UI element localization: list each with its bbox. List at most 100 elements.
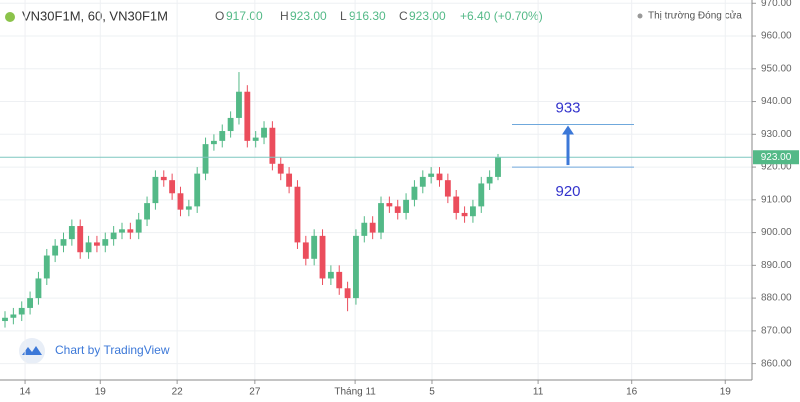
candle-body	[85, 242, 92, 253]
candle-body	[210, 140, 217, 145]
annotation-label: 920	[555, 183, 580, 200]
branding-text[interactable]: Chart by TradingView	[55, 343, 170, 357]
arrow-head	[562, 125, 574, 135]
ohlc-value: 923.00	[290, 9, 327, 23]
candle-body	[319, 235, 326, 279]
candle-body	[478, 183, 485, 207]
candle-body	[110, 232, 117, 240]
logo	[22, 346, 42, 355]
ohlc-value: 917.00	[226, 9, 263, 23]
y-tick-label: 950.00	[761, 63, 792, 74]
candle-body	[160, 176, 167, 181]
candle-body	[202, 144, 209, 174]
candle-body	[444, 180, 451, 197]
candle-body	[277, 163, 284, 174]
candle-body	[411, 186, 418, 200]
ohlc-label: O	[215, 9, 224, 23]
candle-body	[27, 298, 34, 308]
candle-body	[461, 212, 468, 217]
candle-body	[336, 271, 343, 289]
candle-body	[378, 203, 384, 233]
candle-body	[144, 203, 150, 220]
y-tick-label: 860.00	[761, 358, 792, 369]
candle-body	[327, 271, 334, 279]
candle-body	[135, 219, 142, 233]
candle-body	[194, 173, 201, 207]
candle-body	[453, 196, 460, 213]
candle-body	[236, 91, 242, 118]
candle-body	[68, 226, 75, 240]
candle-body	[94, 242, 100, 246]
candle-body	[119, 229, 125, 233]
candle-body	[102, 239, 109, 246]
candle-body	[227, 117, 234, 132]
candle-body	[361, 222, 368, 236]
y-tick-label: 870.00	[761, 326, 792, 337]
x-tick-label: 5	[429, 387, 435, 398]
x-tick-label: 11	[533, 387, 544, 398]
ohlc-label: L	[340, 9, 347, 23]
x-tick-label: 22	[172, 387, 184, 398]
y-tick-label: 930.00	[761, 129, 792, 140]
ohlc-value: 916.30	[349, 9, 386, 23]
candle-body	[403, 199, 410, 213]
y-tick-label: 970.00	[761, 0, 792, 9]
candle-body	[369, 222, 376, 233]
ohlc-value: 923.00	[409, 9, 446, 23]
candle-body	[470, 206, 476, 217]
x-tick-label: 19	[720, 387, 732, 398]
symbol-icon	[5, 12, 15, 22]
candle-body	[169, 180, 176, 194]
candle-body	[386, 203, 393, 207]
ohlc-label: H	[280, 9, 289, 23]
candle-body	[419, 176, 426, 187]
x-tick-label: Tháng 11	[334, 387, 376, 398]
status-dot	[637, 13, 643, 19]
logo-bg	[19, 338, 45, 364]
candle-body	[10, 314, 17, 318]
ohlc-label: C	[399, 9, 408, 23]
x-tick-label: 14	[20, 387, 32, 398]
candle-body	[52, 245, 59, 256]
candle-body	[77, 226, 84, 253]
x-tick-label: 19	[95, 387, 107, 398]
candle-body	[294, 186, 301, 243]
candle-body	[486, 176, 493, 184]
candle-body	[353, 235, 359, 299]
change: +6.40 (+0.70%)	[460, 9, 543, 23]
candle-body	[152, 176, 159, 204]
y-tick-label: 940.00	[761, 96, 792, 107]
x-tick-label: 16	[626, 387, 638, 398]
candle-body	[436, 173, 443, 181]
y-tick-label: 920.00	[761, 162, 792, 173]
candle-body	[269, 127, 276, 164]
candle-body	[60, 239, 67, 246]
candle-body	[2, 317, 8, 322]
candle-body	[127, 229, 134, 233]
x-tick-label: 27	[249, 387, 261, 398]
y-tick-label: 910.00	[761, 194, 792, 205]
candle-body	[495, 157, 501, 177]
market-status: Thị trường Đóng cửa	[648, 10, 742, 22]
candle-body	[185, 206, 192, 210]
candle-body	[35, 278, 42, 299]
candle-body	[428, 173, 435, 177]
candle-body	[18, 307, 25, 315]
annotation-label: 933	[555, 99, 580, 116]
candle-body	[261, 127, 267, 138]
candle-body	[43, 255, 50, 279]
header: VN30F1M, 60, VN30F1M O 917.00 H 923.00 L…	[5, 8, 742, 23]
candle-body	[177, 193, 184, 210]
symbol: VN30F1M, 60, VN30F1M	[22, 8, 168, 23]
candle-body	[219, 131, 226, 141]
candle-body	[302, 242, 309, 259]
y-tick-label: 900.00	[761, 227, 792, 238]
candle-body	[252, 137, 259, 141]
candle-body	[286, 173, 293, 187]
candle-body	[394, 206, 401, 213]
y-tick-label: 960.00	[761, 31, 792, 42]
price-label: 923.00	[761, 152, 792, 163]
candle-body	[244, 91, 251, 141]
candle-body	[311, 235, 318, 259]
